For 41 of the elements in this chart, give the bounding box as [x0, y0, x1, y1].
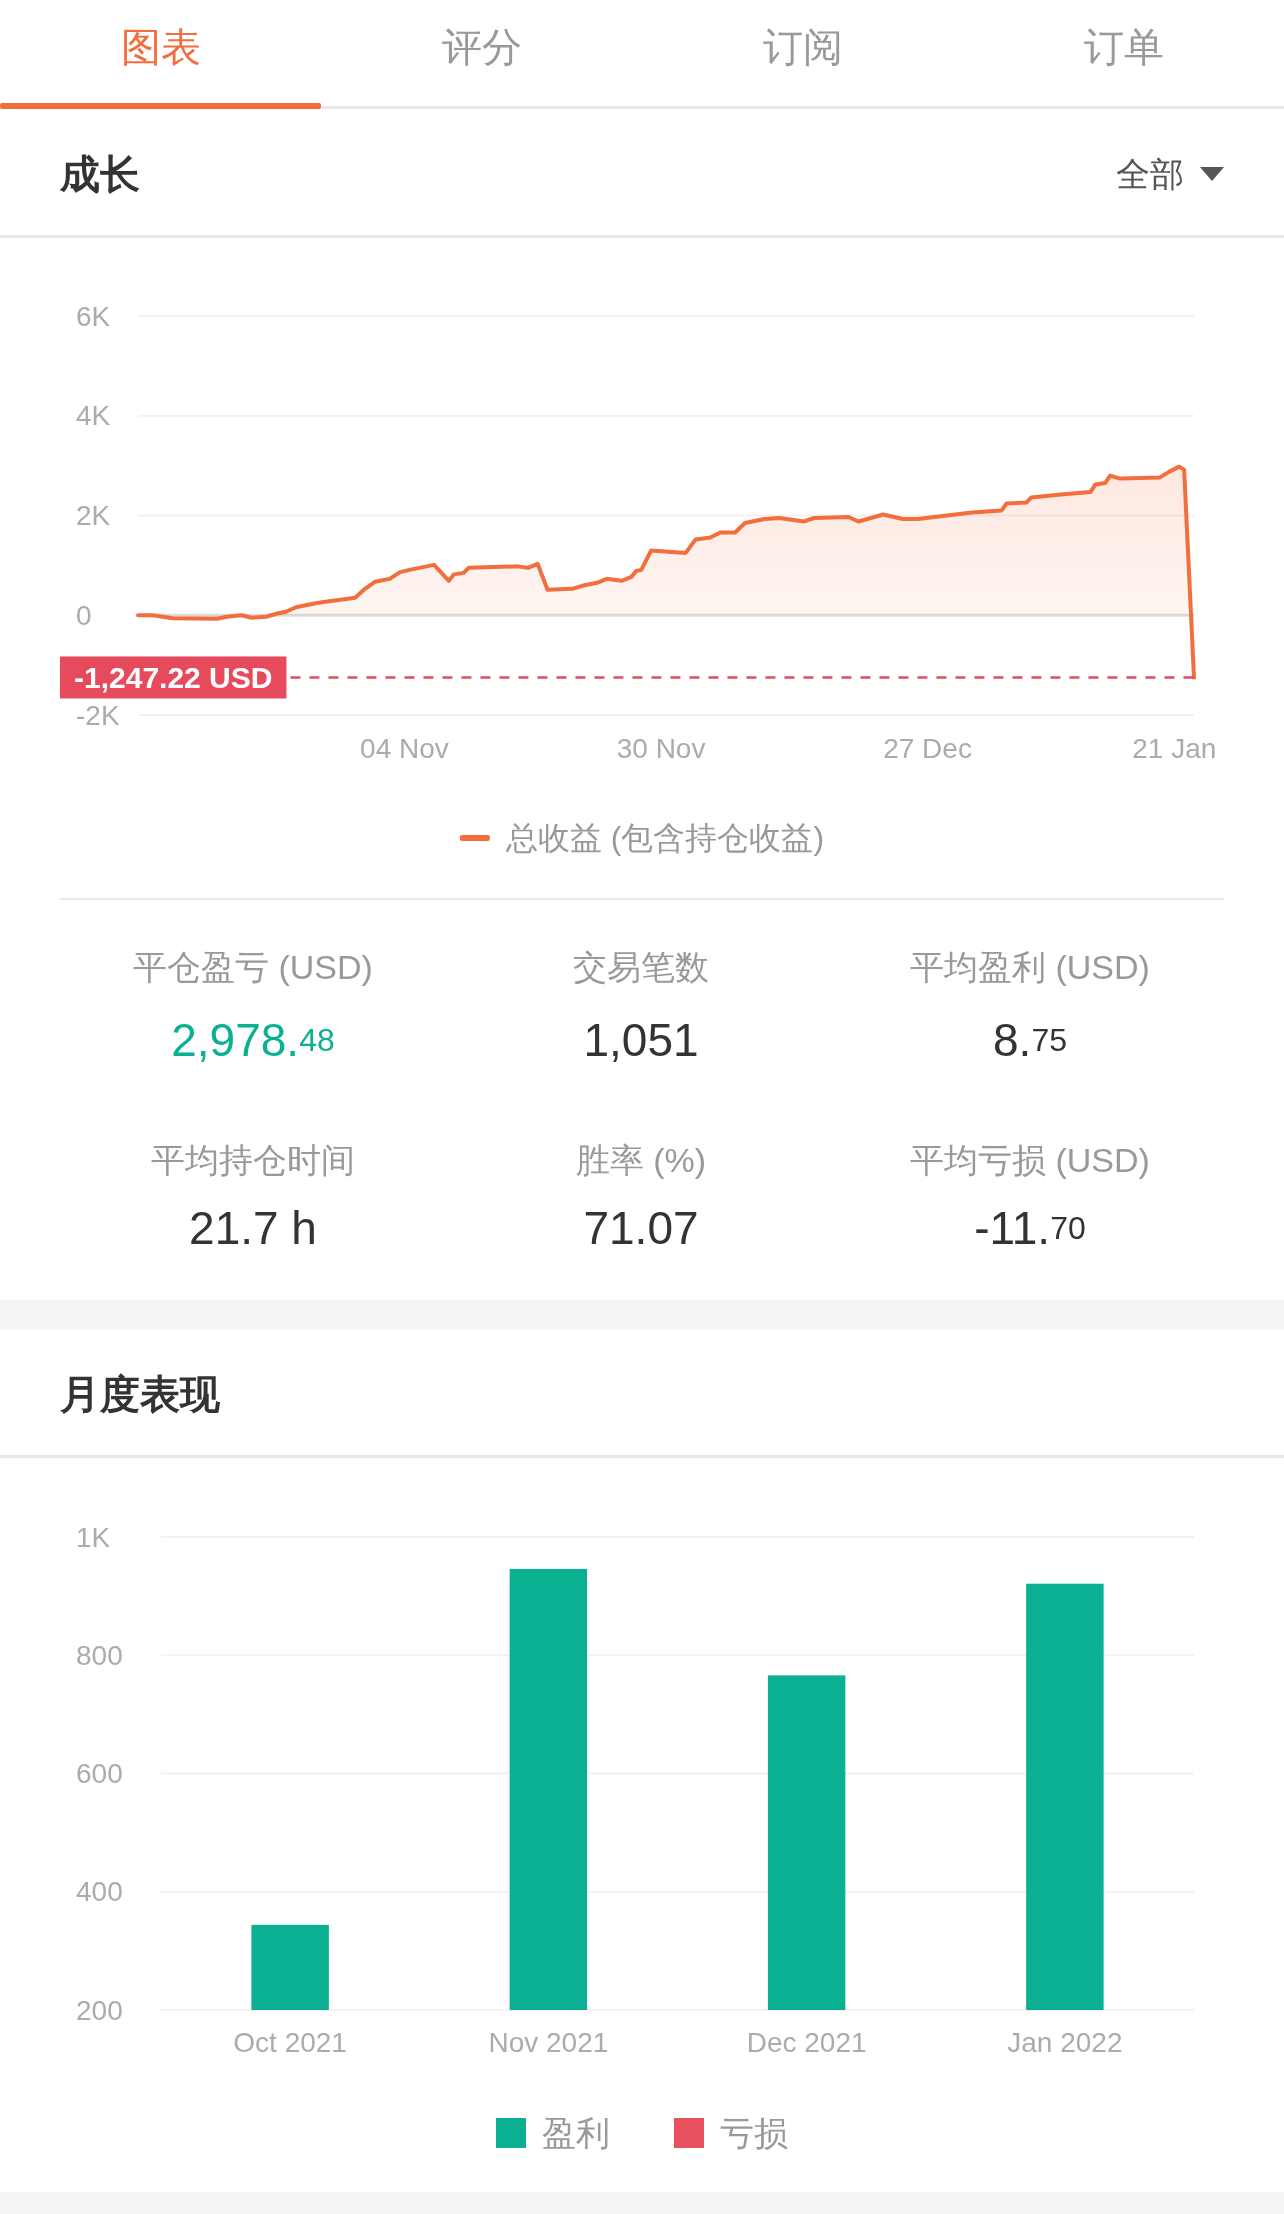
- text: 2,978.48: [171, 1014, 335, 1066]
- y-tick-label: 4K: [76, 400, 111, 432]
- legend-label: 盈利: [542, 2114, 610, 2152]
- x-tick-label: 21 Jan: [1132, 732, 1217, 764]
- y-tick-label: 1K: [76, 1521, 111, 1553]
- text: 评分: [441, 25, 522, 69]
- x-tick-label: 30 Nov: [616, 732, 706, 764]
- x-tick-label: 04 Nov: [360, 732, 449, 764]
- y-tick-label: 600: [76, 1758, 123, 1789]
- text: 平均亏损 (USD): [910, 1141, 1150, 1179]
- text: -11.70: [974, 1202, 1086, 1254]
- x-tick-label: Jan 2022: [1007, 2026, 1123, 2058]
- text: 8.75: [993, 1014, 1067, 1066]
- x-tick-label: Nov 2021: [488, 2026, 609, 2058]
- y-tick-label: 200: [76, 1994, 123, 2026]
- legend-label: 亏损: [720, 2114, 788, 2152]
- text: 1,051: [583, 1014, 699, 1066]
- y-tick-label: 800: [76, 1639, 123, 1671]
- chart-title: 月度表现: [59, 1372, 221, 1416]
- chart-title: 成长: [59, 152, 140, 196]
- y-tick-label: 6K: [76, 300, 111, 332]
- text: 交易笔数: [573, 948, 709, 986]
- y-tick-label: -2K: [76, 699, 120, 731]
- text: 平均盈利 (USD): [910, 948, 1150, 986]
- legend: 总收益 (包含持仓收益): [459, 820, 825, 856]
- text: 71.07: [583, 1202, 699, 1254]
- ref-line-label: -1,247.22 USD: [74, 660, 273, 694]
- y-tick-label: 2K: [76, 500, 111, 531]
- text: 图表: [120, 25, 201, 69]
- x-tick-label: Dec 2021: [746, 2026, 867, 2058]
- y-tick-label: 400: [76, 1876, 123, 1908]
- text: 平仓盈亏 (USD): [133, 948, 373, 986]
- text: 胜率 (%): [575, 1141, 707, 1179]
- text: 平均持仓时间: [151, 1141, 355, 1179]
- x-tick-label: Oct 2021: [233, 2026, 347, 2058]
- text: 订阅: [762, 25, 843, 69]
- y-tick-label: 0: [76, 599, 92, 631]
- text: 全部: [1116, 155, 1184, 193]
- x-tick-label: 27 Dec: [883, 732, 972, 764]
- text: 21.7 h: [189, 1202, 317, 1254]
- text: 订单: [1083, 25, 1164, 69]
